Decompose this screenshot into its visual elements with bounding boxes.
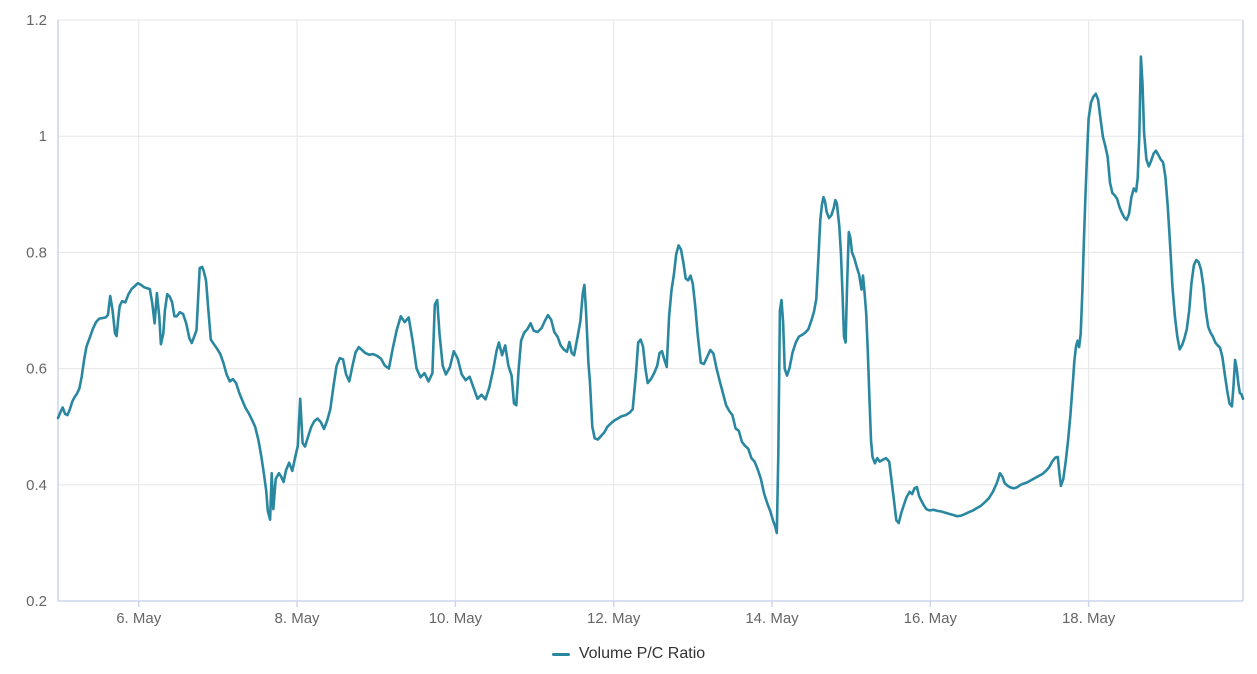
- y-axis-tick-label: 0.4: [26, 477, 47, 494]
- x-axis-tick-label: 14. May: [745, 610, 799, 627]
- series-line-marker-icon: [551, 652, 570, 656]
- x-axis-tick-label: 18. May: [1062, 610, 1116, 627]
- y-axis-tick-label: 1: [39, 128, 47, 145]
- y-axis-tick-label: 0.2: [26, 593, 47, 610]
- legend-item-volume-pc-ratio[interactable]: Volume P/C Ratio: [551, 645, 706, 663]
- y-axis-tick-label: 0.6: [26, 361, 47, 378]
- x-axis-tick-label: 6. May: [116, 610, 162, 627]
- y-axis-tick-label: 1.2: [26, 12, 47, 29]
- x-axis-tick-label: 10. May: [429, 610, 483, 627]
- y-axis-tick-label: 0.8: [26, 244, 47, 261]
- legend-label: Volume P/C Ratio: [578, 645, 706, 662]
- series-line-volume-pc-ratio: [56, 55, 1245, 535]
- x-axis-tick-label: 16. May: [904, 610, 958, 627]
- legend: Volume P/C Ratio: [0, 645, 1257, 663]
- x-axis-tick-label: 12. May: [587, 610, 641, 627]
- x-axis-tick-label: 8. May: [275, 610, 321, 627]
